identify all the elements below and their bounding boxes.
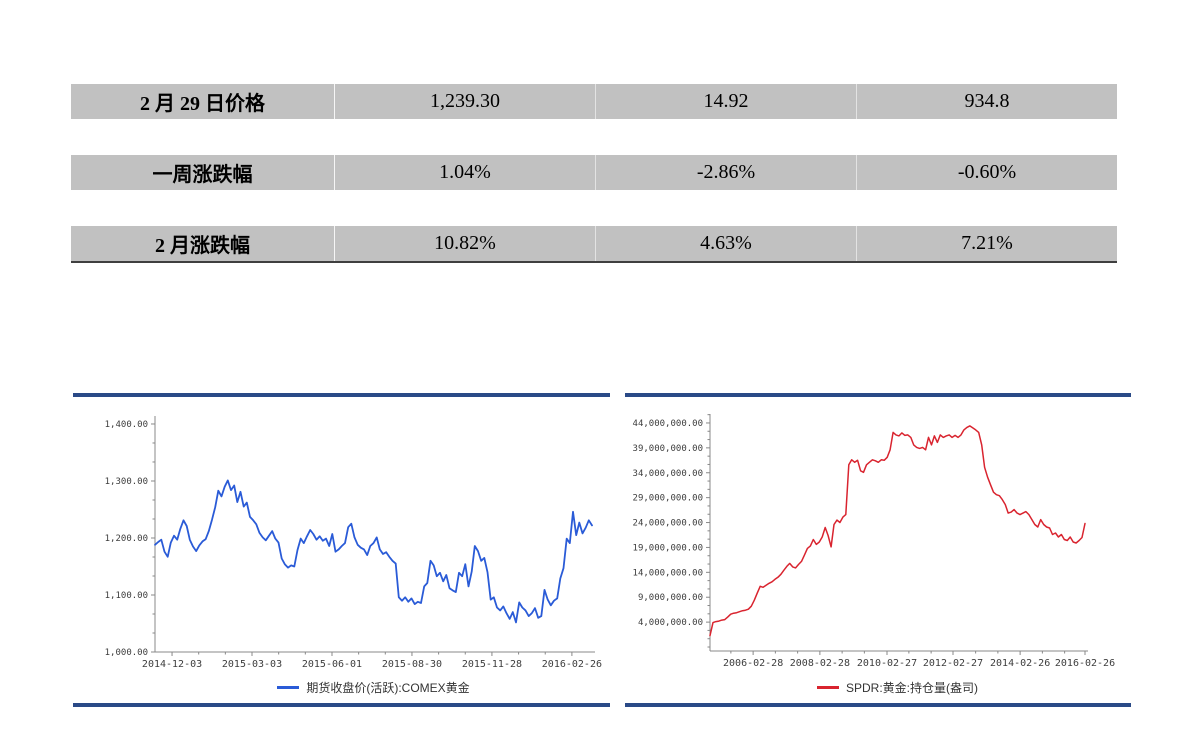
spdr-gold-legend: SPDR:黄金:持仓量(盎司) (710, 678, 1085, 696)
legend-line-sample (277, 685, 300, 689)
legend-label: SPDR:黄金:持仓量(盎司) (845, 680, 978, 695)
table-cell: -0.60% (957, 161, 1017, 183)
legend-label: 期货收盘价(活跃):COMEX黄金 (306, 680, 470, 695)
svg-text:9,000,000.00: 9,000,000.00 (638, 593, 703, 603)
svg-text:14,000,000.00: 14,000,000.00 (633, 568, 703, 578)
svg-text:2006-02-28: 2006-02-28 (723, 658, 783, 669)
comex-gold-legend: 期货收盘价(活跃):COMEX黄金 (155, 678, 592, 696)
svg-text:19,000,000.00: 19,000,000.00 (633, 543, 703, 553)
table-row: 2 月 29 日价格 1,239.30 14.92 934.8 (71, 84, 1117, 119)
comex-gold-line-chart: 1,000.00 1,100.00 1,200.00 1,300.00 1,400.00… (73, 397, 610, 703)
svg-text:2008-02-28: 2008-02-28 (790, 658, 850, 669)
svg-text:1,000.00: 1,000.00 (105, 648, 148, 658)
svg-text:39,000,000.00: 39,000,000.00 (633, 444, 703, 454)
svg-text:2015-03-03: 2015-03-03 (222, 659, 282, 670)
svg-text:44,000,000.00: 44,000,000.00 (633, 419, 703, 429)
svg-text:2014-02-26: 2014-02-26 (990, 658, 1050, 669)
table-cell: 10.82% (335, 226, 596, 261)
table-row: 2 月涨跌幅 10.82% 4.63% 7.21% (71, 226, 1117, 263)
svg-text:4,000,000.00: 4,000,000.00 (638, 618, 703, 628)
svg-text:2012-02-27: 2012-02-27 (923, 658, 983, 669)
table-cell: 7.21% (961, 232, 1013, 254)
spdr-gold-holdings-line-chart: 4,000,000.00 9,000,000.00 14,000,000.00 19,… (625, 397, 1131, 703)
svg-text:2016-02-26: 2016-02-26 (542, 659, 602, 670)
svg-text:29,000,000.00: 29,000,000.00 (633, 494, 703, 504)
legend-line-sample (816, 685, 839, 689)
svg-text:2014-12-03: 2014-12-03 (142, 659, 202, 670)
table-row-label: 2 月涨跌幅 (71, 226, 335, 261)
svg-text:1,300.00: 1,300.00 (105, 477, 148, 487)
spdr-gold-holdings-chart-panel: 4,000,000.00 9,000,000.00 14,000,000.00 19,… (625, 393, 1131, 707)
svg-text:2015-08-30: 2015-08-30 (382, 659, 442, 670)
svg-text:2015-11-28: 2015-11-28 (462, 659, 522, 670)
svg-text:24,000,000.00: 24,000,000.00 (633, 519, 703, 529)
table-cell: 1.04% (335, 155, 596, 190)
table-row: 一周涨跌幅 1.04% -2.86% -0.60% (71, 155, 1117, 190)
svg-text:1,100.00: 1,100.00 (105, 591, 148, 601)
table-cell: 934.8 (964, 90, 1010, 112)
table-cell: 1,239.30 (335, 84, 596, 119)
table-cell: 14.92 (596, 84, 857, 119)
svg-text:2010-02-27: 2010-02-27 (857, 658, 917, 669)
table-row-label: 2 月 29 日价格 (71, 84, 335, 119)
svg-text:1,400.00: 1,400.00 (105, 420, 148, 430)
table-cell: 4.63% (596, 226, 857, 261)
table-cell: -2.86% (596, 155, 857, 190)
svg-text:1,200.00: 1,200.00 (105, 534, 148, 544)
svg-text:34,000,000.00: 34,000,000.00 (633, 469, 703, 479)
svg-text:2015-06-01: 2015-06-01 (302, 659, 362, 670)
comex-gold-chart-panel: 1,000.00 1,100.00 1,200.00 1,300.00 1,400.00… (73, 393, 610, 707)
svg-text:2016-02-26: 2016-02-26 (1055, 658, 1115, 669)
table-row-label: 一周涨跌幅 (71, 155, 335, 190)
